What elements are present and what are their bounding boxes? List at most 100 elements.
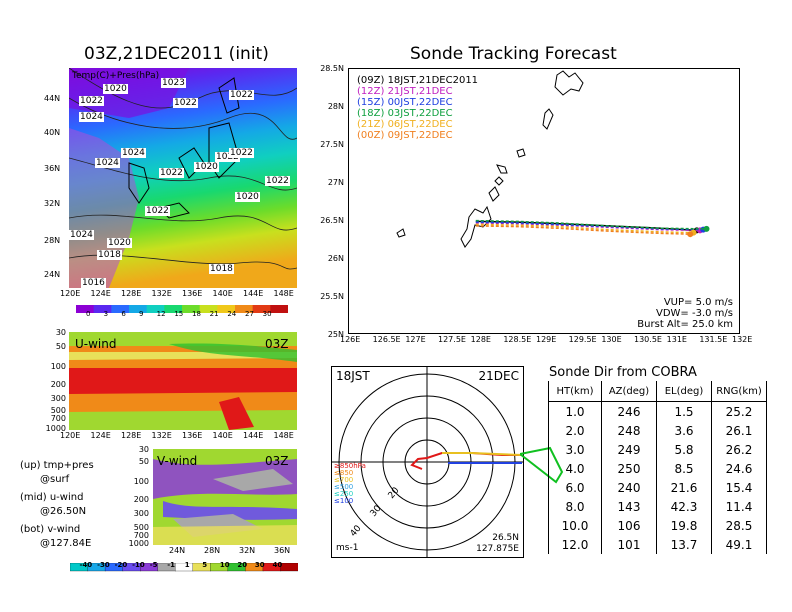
- sonde-cell: 21.6: [656, 478, 712, 497]
- track-legend-entry: (09Z) 18JST,21DEC2011: [357, 75, 478, 86]
- isobar-label: 1016: [81, 278, 106, 288]
- u-lon-tick: 144E: [243, 431, 264, 440]
- surface-lat-tick: 28N: [44, 236, 61, 245]
- surface-panel-title: 03Z,21DEC2011 (init): [84, 44, 269, 64]
- isobar-label: 1018: [209, 264, 234, 274]
- u-wind-canvas: U-wind 03Z: [69, 332, 297, 430]
- surface-colorbar-label: 15: [174, 310, 184, 318]
- wind-colorbar-label: -40: [79, 561, 93, 569]
- sonde-cell: 19.8: [656, 516, 712, 535]
- sonde-cell: 42.3: [656, 497, 712, 516]
- isobar-label: 1022: [79, 96, 104, 106]
- track-legend-text: 00JST,22DEC: [387, 97, 453, 108]
- u-pressure-tick: 200: [50, 380, 66, 389]
- wind-colorbar-label: 30: [254, 561, 265, 569]
- v-wind-label: V-wind: [157, 454, 197, 468]
- track-lat-tick: 28.5N: [320, 64, 344, 73]
- sonde-cell: 2.0: [548, 421, 602, 440]
- u-pressure-tick: 700: [50, 414, 66, 423]
- track-legend-text: 09JST,22DEC: [387, 130, 453, 141]
- v-pressure-tick: 700: [133, 531, 149, 540]
- polar-lat: 26.5N: [492, 533, 519, 543]
- surface-lat-tick: 36N: [44, 164, 61, 173]
- legend-line: (mid) u-wind: [20, 492, 84, 503]
- wind-colorbar-label: -5: [149, 561, 158, 569]
- surface-colorbar: [76, 302, 289, 314]
- track-legend-entry: (15Z) 00JST,22DEC: [357, 97, 478, 108]
- track-lat-tick: 25N: [327, 330, 344, 339]
- polar-level-label: ≤250: [334, 490, 354, 498]
- polar-level-label: ≤700: [334, 476, 354, 484]
- colorbar-swatch: [235, 305, 254, 313]
- track-lon-tick: 129.5E: [568, 335, 597, 344]
- track-lon-tick: 126.5E: [372, 335, 401, 344]
- sonde-table-wrap: HT(km) AZ(deg) EL(deg) RNG(km) 1.0 246 1.5 25.2…: [548, 381, 767, 554]
- surface-lon-ticks: 120E 124E 128E 132E 136E 140E 144E 148E: [60, 289, 310, 299]
- v-lat-tick: 24N: [169, 546, 186, 555]
- sonde-cell: 3.6: [656, 421, 712, 440]
- isobar-label: 1020: [107, 238, 132, 248]
- surface-lat-tick: 40N: [44, 128, 61, 137]
- track-lon-tick: 126E: [340, 335, 361, 344]
- polar-unit: ms-1: [336, 543, 359, 553]
- surface-lon-tick: 136E: [182, 289, 203, 298]
- wind-colorbar-label: 40: [272, 561, 283, 569]
- v-pressure-tick: 1000: [128, 539, 149, 548]
- tracking-map-canvas: [396, 70, 710, 248]
- v-pressure-tick: 30: [138, 445, 149, 454]
- polar-level-label: ≤100: [334, 497, 354, 505]
- track-legend-entry: (18Z) 03JST,22DEC: [357, 108, 478, 119]
- sonde-cell: 6.0: [548, 478, 602, 497]
- track-legend-entry: (12Z) 21JST,21DEC: [357, 86, 478, 97]
- surface-lon-tick: 132E: [151, 289, 172, 298]
- u-pressure-tick: 50: [55, 342, 66, 351]
- track-legend-code: (09Z): [357, 75, 388, 86]
- wind-colorbar-label: -10: [132, 561, 145, 569]
- isobar-label: 1022: [145, 206, 170, 216]
- table-row: 10.0 106 19.8 28.5: [548, 516, 767, 535]
- u-wind-label: U-wind: [75, 337, 116, 351]
- colorbar-swatch: [146, 305, 165, 313]
- track-lon-tick: 129E: [536, 335, 557, 344]
- surface-colorbar-label: 3: [103, 310, 109, 318]
- sonde-cell: 13.7: [656, 535, 712, 554]
- sonde-cell: 248: [601, 421, 657, 440]
- isobar-label: 1023: [161, 78, 186, 88]
- table-row: 4.0 250 8.5 24.6: [548, 459, 767, 478]
- sonde-header-cell: RNG(km): [711, 381, 767, 402]
- table-row: 12.0 101 13.7 49.1: [548, 535, 767, 554]
- legend-line: (up) tmp+pres: [20, 460, 94, 471]
- u-pressure-tick: 300: [50, 394, 66, 403]
- surface-lon-tick: 148E: [273, 289, 294, 298]
- track-legend-text: 03JST,22DEC: [387, 108, 453, 119]
- param-burst: Burst Alt= 25.0 km: [637, 319, 733, 330]
- track-legend-text: 21JST,21DEC: [387, 86, 453, 97]
- track-legend-entry: (00Z) 09JST,22DEC: [357, 130, 478, 141]
- wind-colorbar-label: 20: [237, 561, 248, 569]
- surface-colorbar-label: 27: [245, 310, 254, 318]
- surface-colorbar-label: 0: [86, 310, 91, 318]
- track-lat-tick: 27N: [327, 178, 344, 187]
- surface-lat-tick: 44N: [44, 94, 61, 103]
- colorbar-swatch: [252, 305, 271, 313]
- colorbar-swatch: [111, 305, 130, 313]
- isobar-label: 1024: [79, 112, 104, 122]
- surface-lat-tick: 24N: [44, 270, 61, 279]
- track-legend-text: 18JST,21DEC2011: [387, 75, 479, 86]
- v-lat-tick: 28N: [204, 546, 221, 555]
- u-pressure-tick: 100: [50, 362, 66, 371]
- surface-colorbar-label: 30: [262, 310, 272, 318]
- track-end-point: [687, 231, 694, 238]
- surface-map: Temp(C)+Pres(hPa) 1020 1023 1022 1022 1022 10…: [68, 67, 298, 288]
- u-lon-tick: 140E: [212, 431, 233, 440]
- track-lon-tick: 132E: [732, 335, 753, 344]
- surface-colorbar-label: 21: [209, 310, 219, 318]
- v-lat-tick: 32N: [239, 546, 256, 555]
- table-row: 1.0 246 1.5 25.2: [548, 401, 767, 421]
- isobar-label: 1024: [95, 158, 120, 168]
- sonde-cell: 8.5: [656, 459, 712, 478]
- track-lat-tick: 28N: [327, 102, 344, 111]
- param-vdw: VDW= -3.0 m/s: [656, 308, 733, 319]
- sonde-cell: 11.4: [711, 497, 767, 516]
- sonde-table-header: HT(km) AZ(deg) EL(deg) RNG(km): [548, 381, 767, 402]
